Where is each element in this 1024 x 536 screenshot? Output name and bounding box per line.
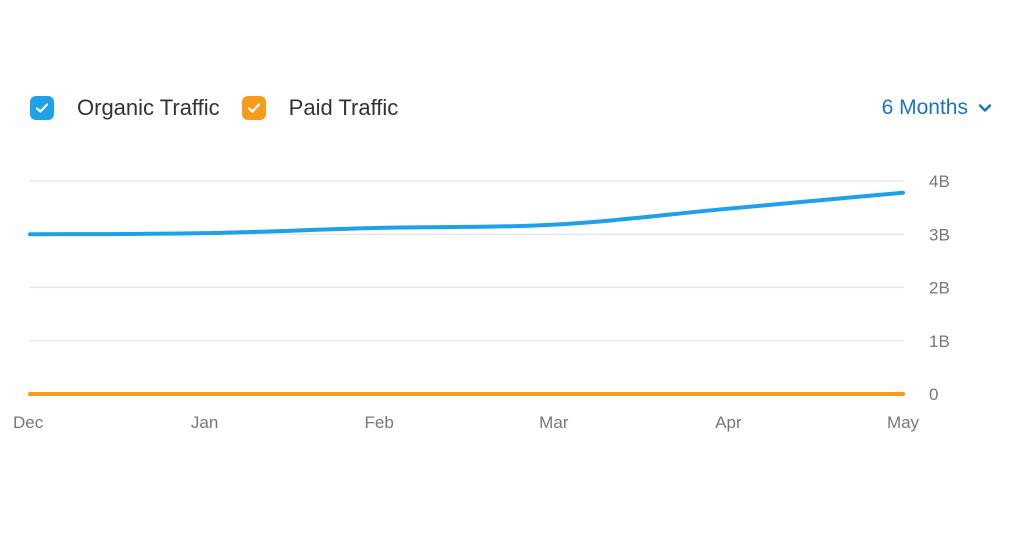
check-icon [247, 103, 260, 113]
y-tick-label: 4B [929, 172, 950, 191]
series-line-organic-traffic [28, 190, 905, 237]
time-range-dropdown[interactable]: 6 Months [882, 95, 992, 121]
y-tick-label: 3B [929, 225, 950, 244]
y-tick-label: 1B [929, 332, 950, 351]
paid-traffic-checkbox[interactable] [241, 96, 266, 120]
x-tick-label: May [887, 413, 920, 432]
time-range-label: 6 Months [881, 96, 968, 119]
y-tick-label: 2B [929, 279, 950, 298]
legend-label-organic-traffic: Organic Traffic [77, 95, 220, 120]
check-icon [35, 103, 49, 113]
y-tick-label: 0 [929, 385, 938, 404]
legend-item-organic-traffic[interactable]: Organic Traffic [30, 95, 220, 121]
x-tick-label: Jan [191, 413, 218, 432]
x-tick-label: Apr [715, 413, 742, 432]
x-tick-label: Mar [539, 413, 569, 432]
chevron-down-icon [978, 104, 992, 112]
legend-item-paid-traffic[interactable]: Paid Traffic [241, 95, 399, 121]
legend-label-paid-traffic: Paid Traffic [288, 95, 399, 120]
organic-traffic-checkbox[interactable] [30, 96, 54, 120]
x-tick-label: Dec [13, 413, 44, 432]
x-tick-label: Feb [365, 413, 394, 432]
chart-legend: Organic Traffic Paid Traffic [30, 94, 420, 122]
